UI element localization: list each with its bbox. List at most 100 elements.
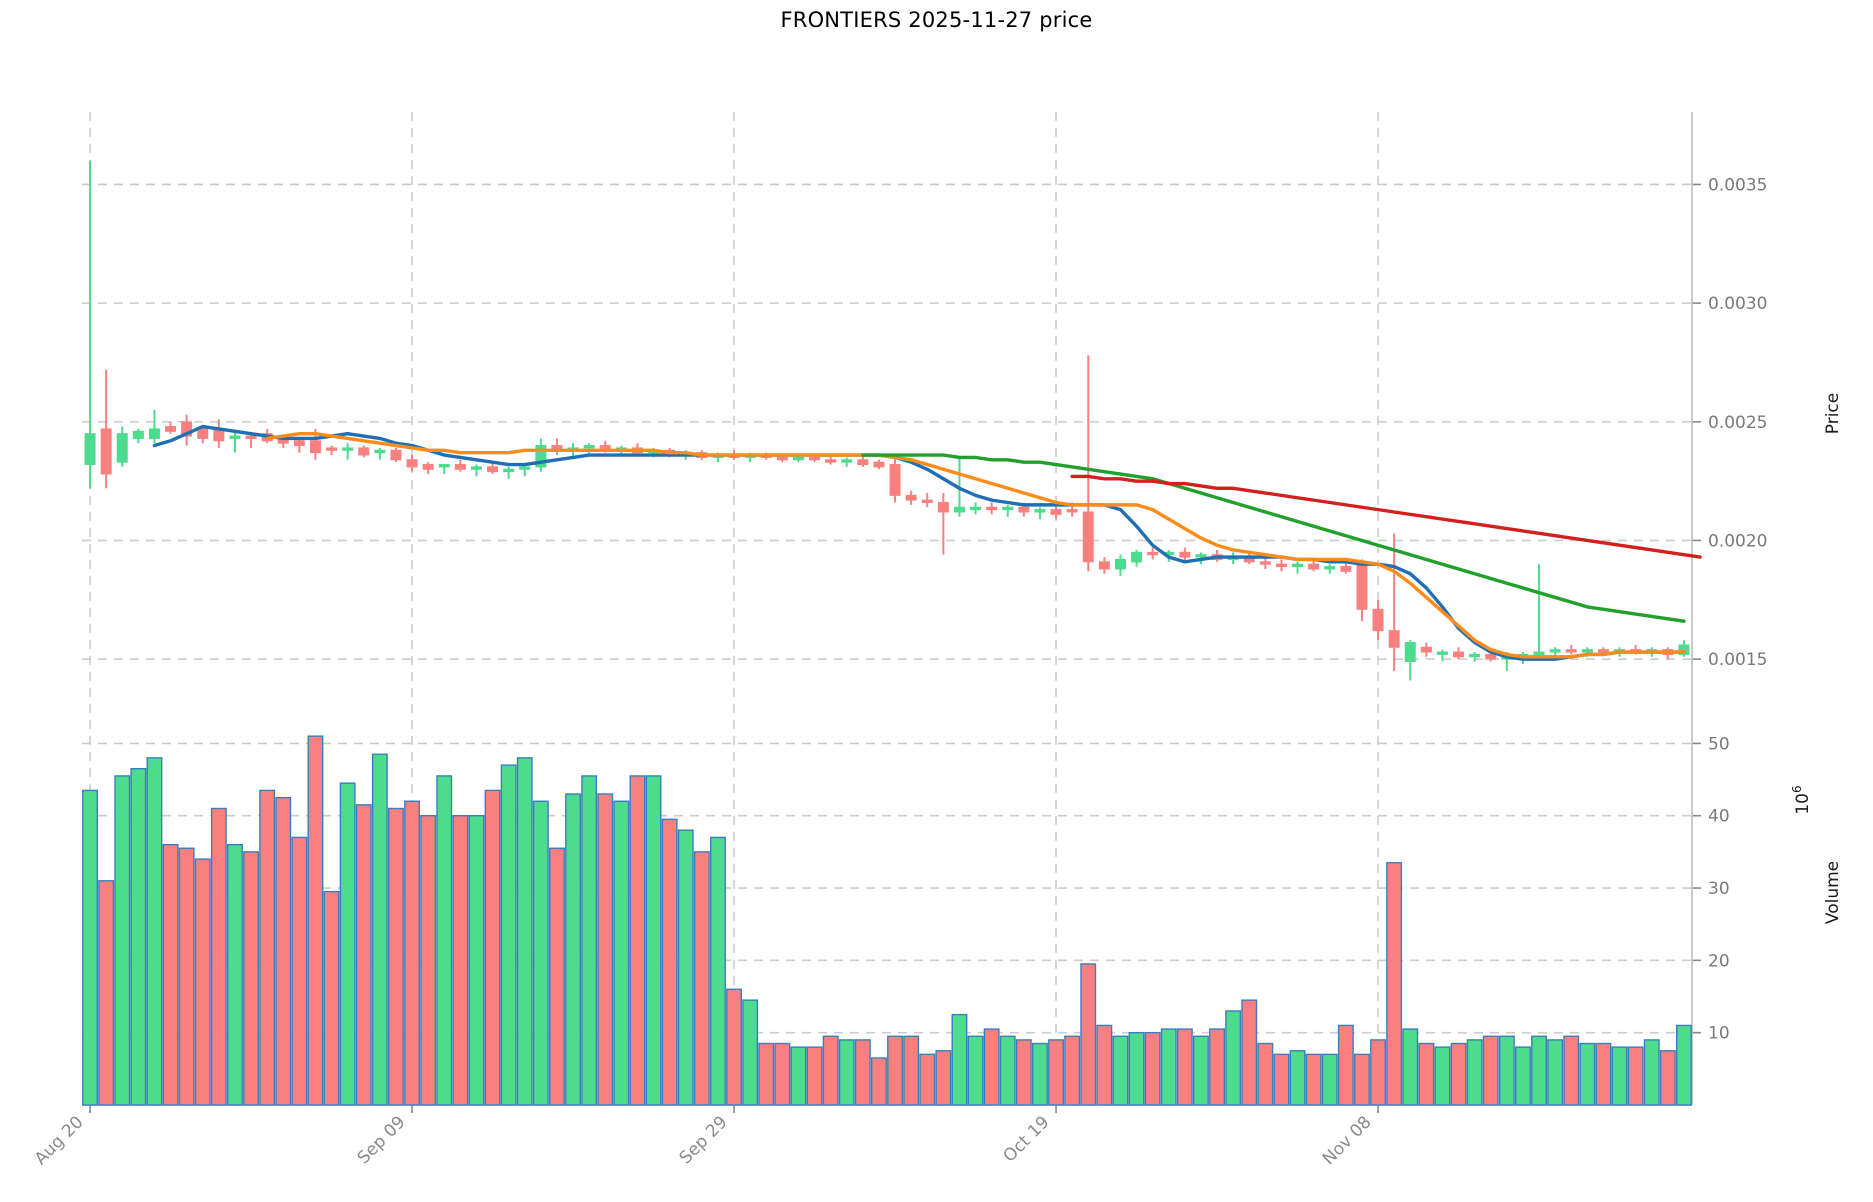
candle-body: [470, 466, 482, 470]
ma-line-ma_long: [861, 453, 1686, 623]
candle-body: [406, 459, 418, 468]
volume-bar: [404, 800, 420, 1106]
candle-body: [1131, 551, 1143, 563]
volume-bar: [1289, 1050, 1306, 1106]
candle-body: [809, 456, 821, 461]
price-tick-label: 0.0020: [1708, 531, 1767, 551]
volume-bar: [500, 764, 517, 1106]
volume-bar: [1225, 1010, 1242, 1106]
volume-bar: [549, 847, 565, 1106]
volume-bar: [1015, 1039, 1032, 1106]
volume-bar: [1273, 1053, 1290, 1106]
candle-body: [857, 459, 869, 466]
volume-bar: [1112, 1035, 1129, 1106]
volume-bar: [838, 1039, 855, 1106]
volume-bar: [1064, 1035, 1081, 1106]
volume-bar: [130, 768, 147, 1106]
volume-bar: [854, 1039, 871, 1106]
candle-body: [326, 447, 338, 451]
volume-bar: [1048, 1039, 1064, 1106]
x-tick-label-group: Sep 29: [676, 1112, 732, 1168]
volume-bar: [194, 858, 211, 1106]
volume-tick-label: 30: [1708, 879, 1730, 899]
candle-body: [165, 426, 177, 432]
x-tick-label: Sep 09: [354, 1112, 410, 1168]
volume-bar: [1209, 1028, 1225, 1106]
volume-bar: [420, 815, 437, 1106]
volume-bar: [82, 789, 98, 1106]
candle-body: [181, 421, 193, 437]
candle-body: [953, 506, 965, 513]
volume-exponent: 106: [1790, 785, 1813, 814]
volume-axis-title: Volume: [1823, 861, 1843, 924]
candle-body: [1404, 642, 1416, 663]
volume-bar: [1450, 1042, 1467, 1106]
volume-bar: [98, 880, 115, 1106]
candle-body: [229, 435, 241, 439]
volume-bar: [774, 1042, 791, 1106]
volume-bar: [1676, 1024, 1692, 1106]
candle-body: [535, 445, 547, 468]
volume-bar: [452, 815, 469, 1106]
volume-bar: [693, 851, 710, 1106]
volume-bar: [1370, 1039, 1386, 1106]
volume-bar: [339, 782, 356, 1106]
volume-bar: [887, 1035, 903, 1106]
volume-exponent-sup: 6: [1790, 785, 1804, 793]
candle-body: [1340, 566, 1352, 572]
volume-bar: [162, 843, 179, 1106]
candle-body: [937, 502, 949, 513]
candle-body: [1114, 558, 1126, 570]
volume-bar: [178, 847, 195, 1106]
candle-body: [438, 464, 450, 468]
candle-body: [148, 428, 160, 439]
volume-bar: [1354, 1053, 1370, 1106]
volume-bar: [1321, 1053, 1338, 1106]
candle-body: [1050, 509, 1062, 515]
candle-body: [1275, 563, 1287, 568]
candle-body: [873, 461, 885, 468]
price-tick-label: 0.0030: [1708, 294, 1767, 314]
candle-body: [1372, 608, 1384, 632]
candle-body: [1565, 649, 1577, 653]
volume-bar: [806, 1046, 823, 1106]
volume-bar: [919, 1053, 936, 1106]
volume-axis-title-group: Volume: [1823, 861, 1843, 924]
volume-series: [82, 735, 1692, 1106]
page-title: FRONTIERS 2025-11-27 price: [780, 8, 1093, 32]
volume-bar: [1176, 1028, 1193, 1106]
volume-bar: [1032, 1042, 1048, 1106]
candle-body: [132, 430, 144, 439]
volume-bar: [581, 775, 598, 1106]
volume-tick-label: 50: [1708, 734, 1730, 754]
volume-bar: [1096, 1024, 1113, 1106]
candle-body: [1018, 506, 1030, 513]
volume-bar: [1498, 1035, 1515, 1106]
x-tick-label: Aug 20: [31, 1112, 88, 1169]
candle-body: [358, 447, 370, 456]
volume-bar: [1386, 862, 1403, 1106]
candle-body: [245, 435, 257, 439]
volume-bar: [468, 815, 485, 1106]
candle-body: [342, 447, 354, 451]
candle-body: [1195, 554, 1207, 558]
volume-bar: [1482, 1035, 1499, 1106]
candle-body: [1388, 630, 1400, 648]
volume-bar: [1080, 963, 1097, 1106]
candle-body: [390, 449, 402, 461]
volume-tick-label: 10: [1708, 1024, 1730, 1044]
volume-bar: [307, 735, 324, 1106]
candle-body: [825, 459, 837, 463]
volume-bar: [1579, 1042, 1596, 1106]
volume-bar: [532, 800, 549, 1106]
candle-body: [1453, 651, 1465, 658]
candle-body: [583, 445, 595, 449]
ma-line-ma_mid: [265, 431, 1686, 659]
volume-bar: [436, 775, 453, 1106]
volume-bar: [1547, 1039, 1564, 1106]
candle-body: [1356, 563, 1368, 610]
price-tick-label: 0.0035: [1708, 175, 1767, 195]
candle-body: [1420, 646, 1432, 653]
